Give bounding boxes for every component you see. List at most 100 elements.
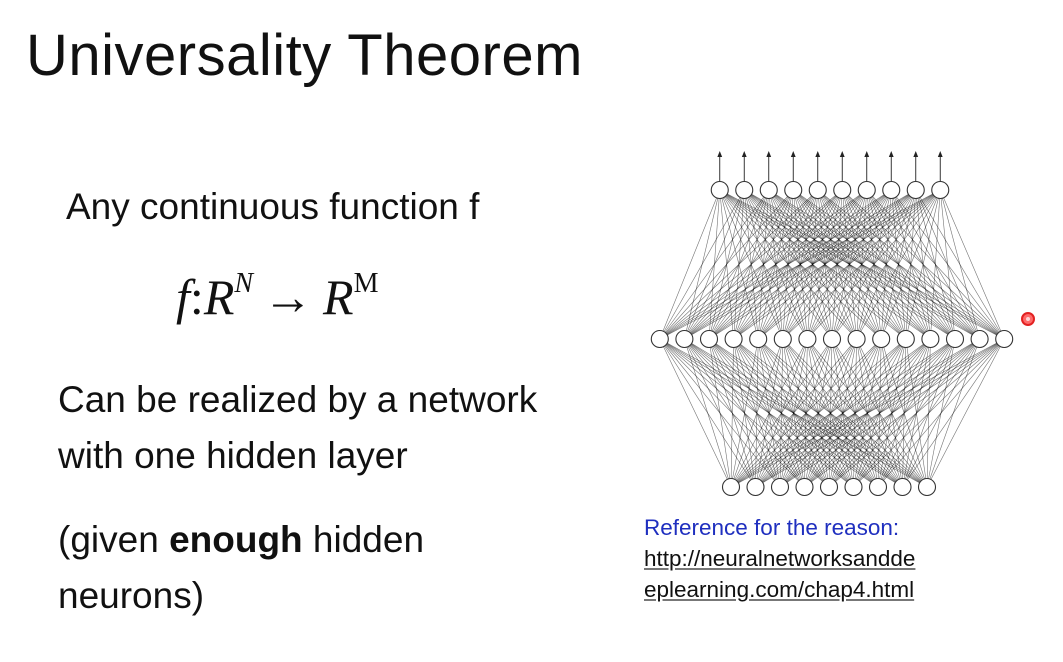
hidden-output-edge <box>733 189 941 340</box>
given-pre: (given <box>58 519 170 560</box>
input-hidden-edge <box>926 338 1005 488</box>
formula-codomain-sup: M <box>353 268 379 299</box>
input-hidden-edge <box>708 338 732 488</box>
reference-link-line-2[interactable]: eplearning.com/chap4.html <box>644 577 915 602</box>
hidden-output-edge <box>905 189 941 340</box>
output-arrow-head <box>741 151 747 157</box>
input-node <box>795 477 814 497</box>
input-hidden-edge <box>779 338 1005 488</box>
hidden-node <box>773 329 792 349</box>
neural-network-diagram <box>650 151 1014 497</box>
realized-line-1: Can be realized by a network <box>58 379 538 420</box>
output-arrow-head <box>717 151 723 157</box>
hidden-output-edge <box>856 189 941 340</box>
formula-domain-base: R <box>203 269 235 325</box>
input-hidden-edge <box>730 338 759 488</box>
hidden-node <box>896 329 915 349</box>
input-node <box>746 477 765 497</box>
input-hidden-edge <box>730 338 906 488</box>
hidden-node <box>970 329 989 349</box>
hidden-node <box>921 329 940 349</box>
formula-domain-sup: N <box>234 268 254 299</box>
input-hidden-edge <box>730 338 931 488</box>
input-hidden-edge <box>730 338 956 488</box>
formula: f:RN → RM <box>176 268 379 326</box>
output-node <box>784 180 803 200</box>
hidden-output-edge <box>659 189 794 340</box>
hidden-node <box>822 329 842 349</box>
hidden-node <box>798 329 817 349</box>
hidden-node <box>699 329 719 349</box>
input-hidden-edge <box>755 338 1005 488</box>
output-node <box>808 180 827 200</box>
hidden-output-edge <box>659 189 769 340</box>
input-node <box>893 477 912 497</box>
output-arrow-head <box>913 151 919 157</box>
slide-title: Universality Theorem <box>26 23 583 88</box>
output-arrow-head <box>864 151 870 157</box>
realized-line-2: with one hidden layer <box>58 435 408 476</box>
input-hidden-edge <box>730 338 980 488</box>
input-hidden-edge <box>730 338 1005 488</box>
input-node <box>844 477 863 497</box>
input-hidden-edge <box>659 338 732 488</box>
hidden-output-edge <box>684 189 941 340</box>
input-hidden-edge <box>804 338 1005 488</box>
hidden-output-edge <box>930 189 941 340</box>
input-hidden-edge <box>877 338 1005 488</box>
given-line-2: neurons) <box>58 575 205 616</box>
output-node <box>857 180 876 200</box>
reference-block: Reference for the reason: http://neuraln… <box>644 512 915 605</box>
input-hidden-edge <box>730 338 808 488</box>
hidden-output-edge <box>758 189 941 340</box>
output-node <box>882 180 901 200</box>
hidden-output-edge <box>659 189 843 340</box>
input-hidden-edge <box>853 338 1005 488</box>
formula-colon: : <box>189 269 204 325</box>
hidden-node <box>675 329 694 349</box>
input-node <box>917 477 937 497</box>
input-hidden-edge <box>828 338 1005 488</box>
input-hidden-edge <box>730 338 784 488</box>
input-node <box>819 477 839 497</box>
hidden-output-edge <box>782 189 941 340</box>
hidden-output-edge <box>659 189 818 340</box>
input-hidden-edge <box>730 338 857 488</box>
reference-link-line-1[interactable]: http://neuralnetworksandde <box>644 546 916 571</box>
hidden-output-edge <box>708 189 941 340</box>
input-hidden-edge <box>902 338 1005 488</box>
hidden-output-edge <box>659 189 916 340</box>
statement-line: Any continuous function f <box>66 186 480 227</box>
laser-pointer-dot <box>1021 312 1035 326</box>
input-hidden-edge <box>730 338 833 488</box>
given-paragraph: (given enough hidden neurons) <box>58 512 424 624</box>
input-node <box>770 477 790 497</box>
hidden-node <box>650 329 669 349</box>
hidden-output-edge <box>939 189 956 340</box>
hidden-output-edge <box>939 189 980 340</box>
output-node <box>710 180 729 200</box>
hidden-node <box>749 329 768 349</box>
hidden-node <box>872 329 891 349</box>
input-hidden-edge <box>730 338 882 488</box>
input-hidden-edge <box>684 338 732 488</box>
input-node <box>721 477 741 497</box>
realized-paragraph: Can be realized by a network with one hi… <box>58 372 537 484</box>
output-node <box>759 180 778 200</box>
hidden-node <box>724 329 743 349</box>
input-hidden-edge <box>730 338 734 488</box>
output-arrow-head <box>815 151 821 157</box>
formula-f: f <box>176 269 190 325</box>
hidden-node <box>945 329 965 349</box>
output-arrow-head <box>766 151 772 157</box>
output-node <box>931 180 950 200</box>
hidden-output-edge <box>939 189 1005 340</box>
hidden-node <box>847 329 866 349</box>
output-node <box>833 180 852 200</box>
formula-codomain-base: R <box>323 269 354 325</box>
output-arrow-head <box>790 151 796 157</box>
hidden-output-edge <box>659 189 892 340</box>
input-node <box>868 477 888 497</box>
hidden-output-edge <box>659 189 941 340</box>
hidden-output-edge <box>880 189 941 340</box>
